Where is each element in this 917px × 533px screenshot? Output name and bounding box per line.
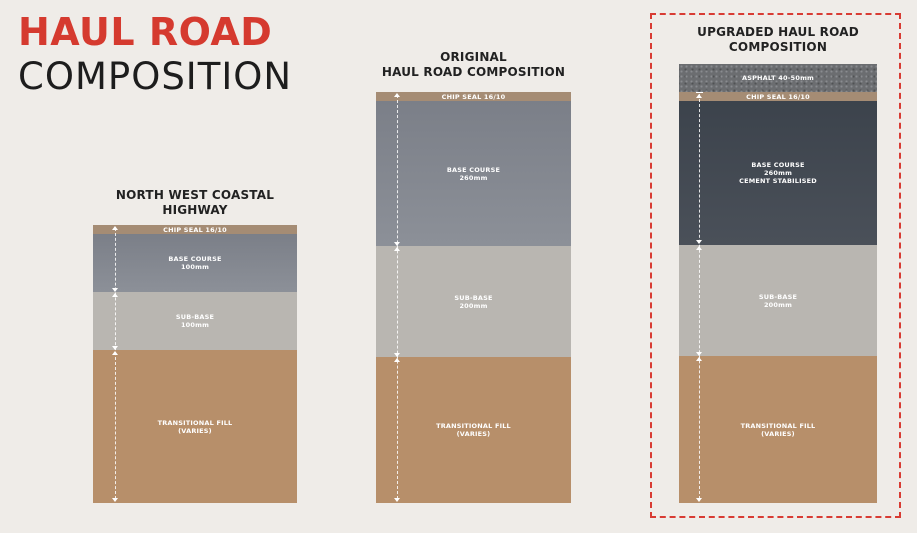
column-heading-line1: UPGRADED HAUL ROAD (697, 25, 859, 39)
layer-chip-seal: CHIP SEAL 16/10 (679, 92, 877, 101)
dimension-arrow (394, 353, 400, 357)
dimension-arrow (394, 498, 400, 502)
layer-transitional-fill: TRANSITIONAL FILL (VARIES) (93, 350, 297, 503)
dimension-arrow (394, 247, 400, 251)
layer-thickness: 100mm (180, 321, 210, 329)
layer-note: CEMENT STABILISED (739, 177, 817, 185)
layer-sub-base: SUB-BASE 200mm (376, 246, 571, 357)
layer-label: CHIP SEAL 16/10 (746, 92, 810, 101)
layer-thickness: 100mm (180, 263, 210, 271)
dimension-line (699, 94, 700, 499)
dimension-arrow (696, 357, 702, 361)
dimension-arrow (112, 288, 118, 292)
layer-label: SUB-BASE (175, 313, 215, 321)
highlight-frame (650, 13, 901, 518)
layer-base-course: BASE COURSE 100mm (93, 234, 297, 292)
layer-thickness: 200mm (459, 301, 488, 310)
layer-label: SUB-BASE (454, 293, 493, 302)
layer-thickness: 200mm (763, 300, 793, 309)
page-title-line2: COMPOSITION (18, 55, 293, 98)
dimension-arrow (696, 94, 702, 98)
layer-thickness: (VARIES) (456, 430, 491, 438)
layer-label: BASE COURSE (446, 165, 501, 174)
layer-base-course-cement: BASE COURSE 260mm CEMENT STABILISED (679, 101, 877, 245)
layer-label: TRANSITIONAL FILL (436, 422, 511, 430)
layer-thickness: (VARIES) (178, 426, 212, 435)
layer-label: CHIP SEAL 16/10 (441, 92, 506, 101)
dimension-arrow (112, 226, 118, 230)
dimension-arrow (394, 93, 400, 97)
layer-label: TRANSITIONAL FILL (157, 418, 233, 427)
dimension-arrow (696, 240, 702, 244)
cross-section-original: CHIP SEAL 16/10 BASE COURSE 260mm SUB-BA… (376, 92, 571, 503)
column-heading-line2: COMPOSITION (728, 40, 828, 54)
layer-sub-base: SUB-BASE 200mm (679, 245, 877, 356)
cross-section-upgraded: ASPHALT 40-50mm CHIP SEAL 16/10 BASE COU… (679, 64, 877, 503)
column-heading-line1: ORIGINAL (440, 50, 507, 64)
dimension-arrow (394, 358, 400, 362)
layer-label: TRANSITIONAL FILL (740, 421, 816, 430)
column-heading-line2: HAUL ROAD COMPOSITION (381, 65, 566, 79)
dimension-line (115, 228, 116, 499)
page-title-line1: HAUL ROAD (18, 10, 273, 54)
layer-transitional-fill: TRANSITIONAL FILL (VARIES) (679, 356, 877, 503)
column-heading-original: ORIGINAL HAUL ROAD COMPOSITION (376, 50, 571, 80)
dimension-line (397, 95, 398, 499)
dimension-tick (696, 92, 703, 93)
dimension-arrow (394, 242, 400, 246)
layer-label: BASE COURSE (168, 255, 222, 263)
dimension-arrow (696, 498, 702, 502)
layer-thickness: (VARIES) (761, 429, 795, 438)
layer-transitional-fill: TRANSITIONAL FILL (VARIES) (376, 357, 571, 503)
cross-section-nwch: CHIP SEAL 16/10 BASE COURSE 100mm SUB-BA… (93, 225, 297, 503)
layer-label: CHIP SEAL 16/10 (163, 225, 227, 234)
layer-asphalt: ASPHALT 40-50mm (679, 64, 877, 92)
layer-label: BASE COURSE (751, 161, 805, 169)
dimension-arrow (112, 346, 118, 350)
dimension-arrow (696, 246, 702, 250)
column-heading-upgraded: UPGRADED HAUL ROAD COMPOSITION (679, 25, 877, 55)
layer-label: ASPHALT 40-50mm (741, 74, 815, 82)
dimension-arrow (112, 498, 118, 502)
layer-chip-seal: CHIP SEAL 16/10 (376, 92, 571, 101)
column-heading-nwch: NORTH WEST COASTAL HIGHWAY (93, 188, 297, 218)
dimension-arrow (112, 351, 118, 355)
dimension-arrow (112, 293, 118, 297)
layer-thickness: 260mm (763, 169, 793, 177)
layer-sub-base: SUB-BASE 100mm (93, 292, 297, 350)
layer-label: SUB-BASE (758, 292, 798, 301)
layer-base-course: BASE COURSE 260mm (376, 101, 571, 246)
layer-thickness: 260mm (459, 173, 488, 182)
column-heading-line1: NORTH WEST COASTAL (115, 188, 275, 202)
layer-chip-seal: CHIP SEAL 16/10 (93, 225, 297, 234)
column-heading-line2: HIGHWAY (162, 203, 228, 217)
dimension-arrow (696, 352, 702, 356)
